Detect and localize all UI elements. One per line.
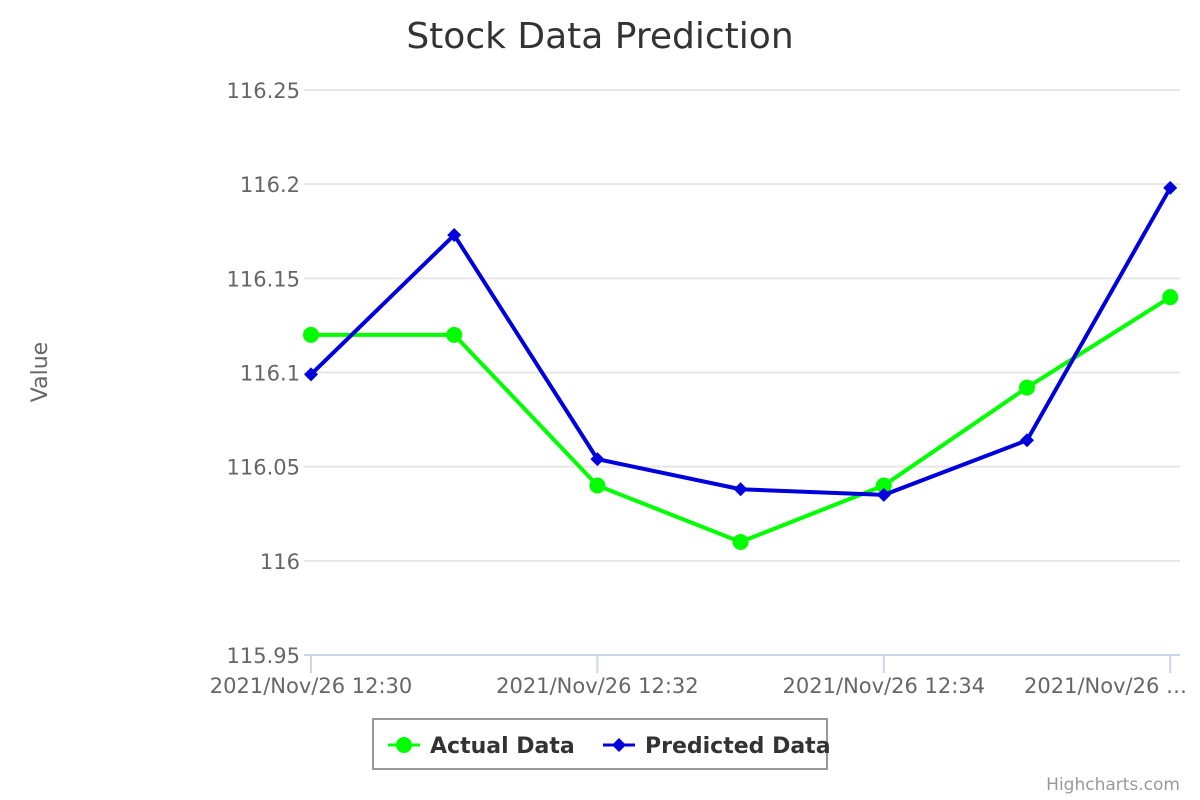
series-layer <box>303 180 1179 550</box>
legend-symbol-diamond <box>612 738 626 752</box>
data-point-predicted-data <box>447 228 462 243</box>
x-tick-label: 2021/Nov/26 12:34 <box>783 674 986 698</box>
x-axis: 2021/Nov/26 12:30 2021/Nov/26 12:32 2021/N… <box>210 654 1187 698</box>
y-axis-title: Value <box>28 342 53 402</box>
series-line-predicted-data <box>309 185 1173 497</box>
data-point-actual-data <box>1019 379 1035 396</box>
data-point-actual-data <box>875 477 892 494</box>
x-tick-label: 2021/Nov/26 12:30 <box>210 674 413 698</box>
y-tick-label: 116.25 <box>227 79 300 103</box>
data-point-actual-data <box>303 326 319 343</box>
y-tick-label: 116.1 <box>240 362 300 386</box>
data-point-predicted-data <box>304 367 318 382</box>
legend-label-predicted-data: Predicted Data <box>645 734 831 759</box>
data-point-predicted-data <box>590 452 605 467</box>
data-point-actual-data <box>589 477 606 494</box>
data-point-predicted-data <box>1020 433 1034 448</box>
y-tick-label: 116 <box>260 550 300 574</box>
y-tick-label: 116.15 <box>227 267 300 291</box>
data-point-actual-data <box>446 326 463 343</box>
legend-box <box>372 718 828 770</box>
legend: Actual Data Predicted Data <box>372 718 831 770</box>
series-actual-data <box>303 289 1179 550</box>
y-axis-ticks: 115.95 116 116.05 116.1 116.15 116.2 116.25 <box>227 79 300 668</box>
credits-link[interactable]: Highcharts.com <box>1046 775 1180 795</box>
legend-item-predicted-data[interactable]: Predicted Data <box>603 734 831 759</box>
data-point-predicted-data <box>1163 180 1178 195</box>
legend-item-actual-data[interactable]: Actual Data <box>388 734 575 759</box>
data-point-predicted-data <box>876 487 891 502</box>
y-tick-label: 115.95 <box>227 644 300 668</box>
y-tick-label: 116.2 <box>240 173 300 197</box>
series-predicted-data <box>304 180 1178 502</box>
grid <box>304 89 1180 562</box>
y-tick-label: 116.05 <box>227 456 300 480</box>
legend-symbol-circle <box>396 737 412 753</box>
series-line-actual-data <box>309 295 1173 544</box>
legend-label-actual-data: Actual Data <box>430 734 575 759</box>
x-tick-label: 2021/Nov/26 12:32 <box>496 674 699 698</box>
data-point-predicted-data <box>733 482 748 497</box>
chart-title: Stock Data Prediction <box>406 16 793 57</box>
data-point-actual-data <box>732 534 749 550</box>
data-point-actual-data <box>1162 289 1179 306</box>
x-tick-label: 2021/Nov/26 … <box>1024 674 1187 698</box>
